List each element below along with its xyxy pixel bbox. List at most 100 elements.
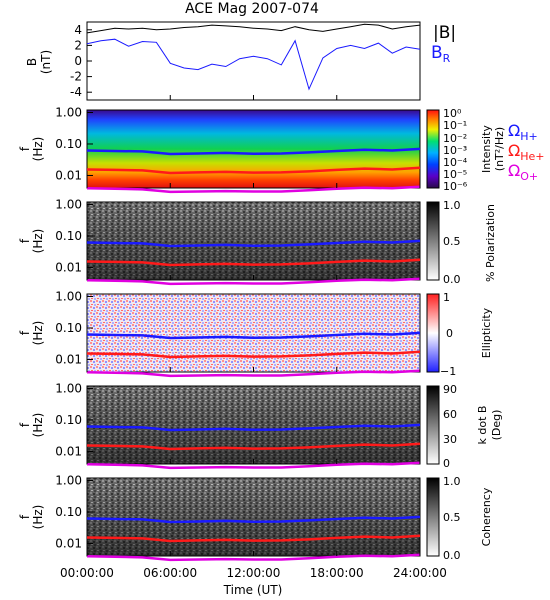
intensity-colorbar (426, 109, 440, 189)
cb-tick: 1.0 (443, 199, 461, 212)
x-tick-label: 00:00:00 (60, 566, 114, 580)
x-tick-label: 18:00:00 (310, 566, 364, 580)
freq-ylabel: f (18, 146, 32, 151)
cb-tick: 0.5 (443, 511, 461, 524)
cb-tick: 10⁻⁵ (443, 168, 467, 181)
cb-tick: −1 (440, 365, 456, 378)
legend-omega-he: ΩHe+ (508, 141, 545, 163)
freq-ylabel: f (18, 330, 32, 335)
gyro-line-he (86, 442, 421, 451)
panel-intensity: 10⁰ 10⁻¹ 10⁻² 10⁻³ 10⁻⁴ 10⁻⁵ 10⁻⁶ Intens… (86, 107, 545, 193)
cb-tick: 0.5 (443, 235, 461, 248)
x-axis-label: Time (UT) (223, 583, 283, 597)
legend-omega-h: ΩH+ (508, 121, 538, 143)
frequency-axes: 1.000.100.01f (Hz)1.000.100.01f (Hz)1.000.… (18, 105, 93, 550)
freq-ytick-label: 1.00 (55, 105, 82, 119)
gyro-line-o (86, 553, 421, 562)
freq-yunit: (Hz) (31, 137, 45, 162)
freq-ytick-label: 1.00 (55, 473, 82, 487)
x-axis: 00:00:00 06:00:00 12:00:00 18:00:00 24:00:00 (60, 95, 447, 580)
kdotb-colorbar (426, 385, 440, 465)
gyro-line-o (86, 185, 421, 194)
freq-ytick-label: 0.10 (55, 321, 82, 335)
gyro-line-he (86, 534, 421, 543)
cb-tick: 10⁻¹ (443, 119, 467, 132)
cb-tick: 60 (443, 408, 457, 421)
cb-tick: 1.0 (443, 475, 461, 488)
panel-b-yunit: (nT) (39, 50, 53, 74)
freq-ylabel: f (18, 422, 32, 427)
gyro-line-he (86, 258, 421, 267)
freq-yunit: (Hz) (31, 413, 45, 438)
x-tick-label: 06:00:00 (143, 566, 197, 580)
panel-b-ytick-label: 4 (74, 23, 82, 37)
coherency-cb-label: Coherency (480, 487, 493, 546)
legend-omega-h-sub: H+ (520, 130, 538, 143)
legend-br-text: B (431, 43, 443, 63)
chart-title: ACE Mag 2007-074 (185, 1, 319, 17)
freq-ylabel: f (18, 514, 32, 519)
panel-b-ytick-label: 0 (74, 54, 82, 68)
freq-ytick-label: 1.00 (55, 289, 82, 303)
cb-tick: 0 (446, 327, 453, 340)
panel-b: 420-2-4 B (nT) |B| BR (25, 21, 456, 101)
legend-br-sub: R (443, 52, 451, 65)
cb-tick: 30 (443, 433, 457, 446)
panel-b-ytick-label: -4 (70, 85, 82, 99)
panel-kdotb: 90 60 30 0 k dot B (Deg) (86, 383, 503, 470)
legend-omega-he-sub: He+ (520, 150, 544, 163)
gyro-line-h (86, 423, 421, 432)
cb-tick: 10⁻⁴ (443, 156, 468, 169)
freq-yunit: (Hz) (31, 321, 45, 346)
panel-b-ylabel: B (25, 58, 39, 66)
legend-br: BR (431, 43, 451, 65)
freq-ylabel: f (18, 238, 32, 243)
ellipticity-cb-label: Ellipticity (480, 307, 493, 358)
panel-ellipticity: 1 0 −1 Ellipticity (86, 291, 493, 378)
x-tick-label: 12:00:00 (227, 566, 281, 580)
series-line-br (86, 38, 421, 91)
cb-tick: 10⁻³ (443, 144, 467, 157)
gyro-line-h (86, 147, 421, 156)
gyro-line-he (86, 166, 421, 175)
legend-omega-h-sym: Ω (508, 121, 520, 140)
series-line-btotal (86, 23, 421, 34)
legend-omega-o-sub: O+ (520, 170, 538, 183)
legend-btotal: |B| (433, 23, 456, 43)
polarization-colorbar (426, 201, 440, 281)
freq-yunit: (Hz) (31, 505, 45, 530)
freq-ytick-label: 0.01 (55, 444, 82, 458)
gyro-line-he (86, 350, 421, 359)
x-tick-label: 24:00:00 (393, 566, 447, 580)
gyro-line-h (86, 515, 421, 524)
freq-ytick-label: 1.00 (55, 381, 82, 395)
gyro-line-h (86, 331, 421, 340)
kdotb-cb-label: k dot B (476, 406, 489, 445)
gyro-line-h (86, 239, 421, 248)
freq-yunit: (Hz) (31, 229, 45, 254)
cb-tick: 0.0 (443, 273, 461, 286)
freq-ytick-label: 0.10 (55, 137, 82, 151)
freq-ytick-label: 1.00 (55, 197, 82, 211)
legend-omega-he-sym: Ω (508, 141, 520, 160)
cb-tick: 90 (443, 383, 457, 396)
kdotb-cb-unit: (Deg) (490, 410, 503, 441)
freq-ytick-label: 0.10 (55, 413, 82, 427)
legend-omega-o-sym: Ω (508, 161, 520, 180)
cb-tick: 10⁻² (443, 132, 467, 145)
panel-b-ytick-label: -2 (70, 70, 82, 84)
cb-tick: 1 (443, 291, 450, 304)
gyro-line-o (86, 369, 421, 378)
ellipticity-colorbar (426, 293, 440, 373)
cb-tick: 10⁰ (443, 107, 462, 120)
cb-tick: 10⁻⁶ (443, 180, 468, 193)
freq-ytick-label: 0.01 (55, 536, 82, 550)
freq-ytick-label: 0.10 (55, 229, 82, 243)
cb-tick: 0 (443, 457, 450, 470)
gyrofrequency-lines (86, 147, 421, 562)
panel-polarization: 1.0 0.5 0.0 % Polarization (86, 199, 497, 286)
panel-b-yticks: 42 0 -2-4 (70, 23, 92, 99)
freq-ytick-label: 0.10 (55, 505, 82, 519)
panel-b-frame (86, 21, 421, 101)
panel-b-ytick-label: 2 (74, 38, 82, 52)
